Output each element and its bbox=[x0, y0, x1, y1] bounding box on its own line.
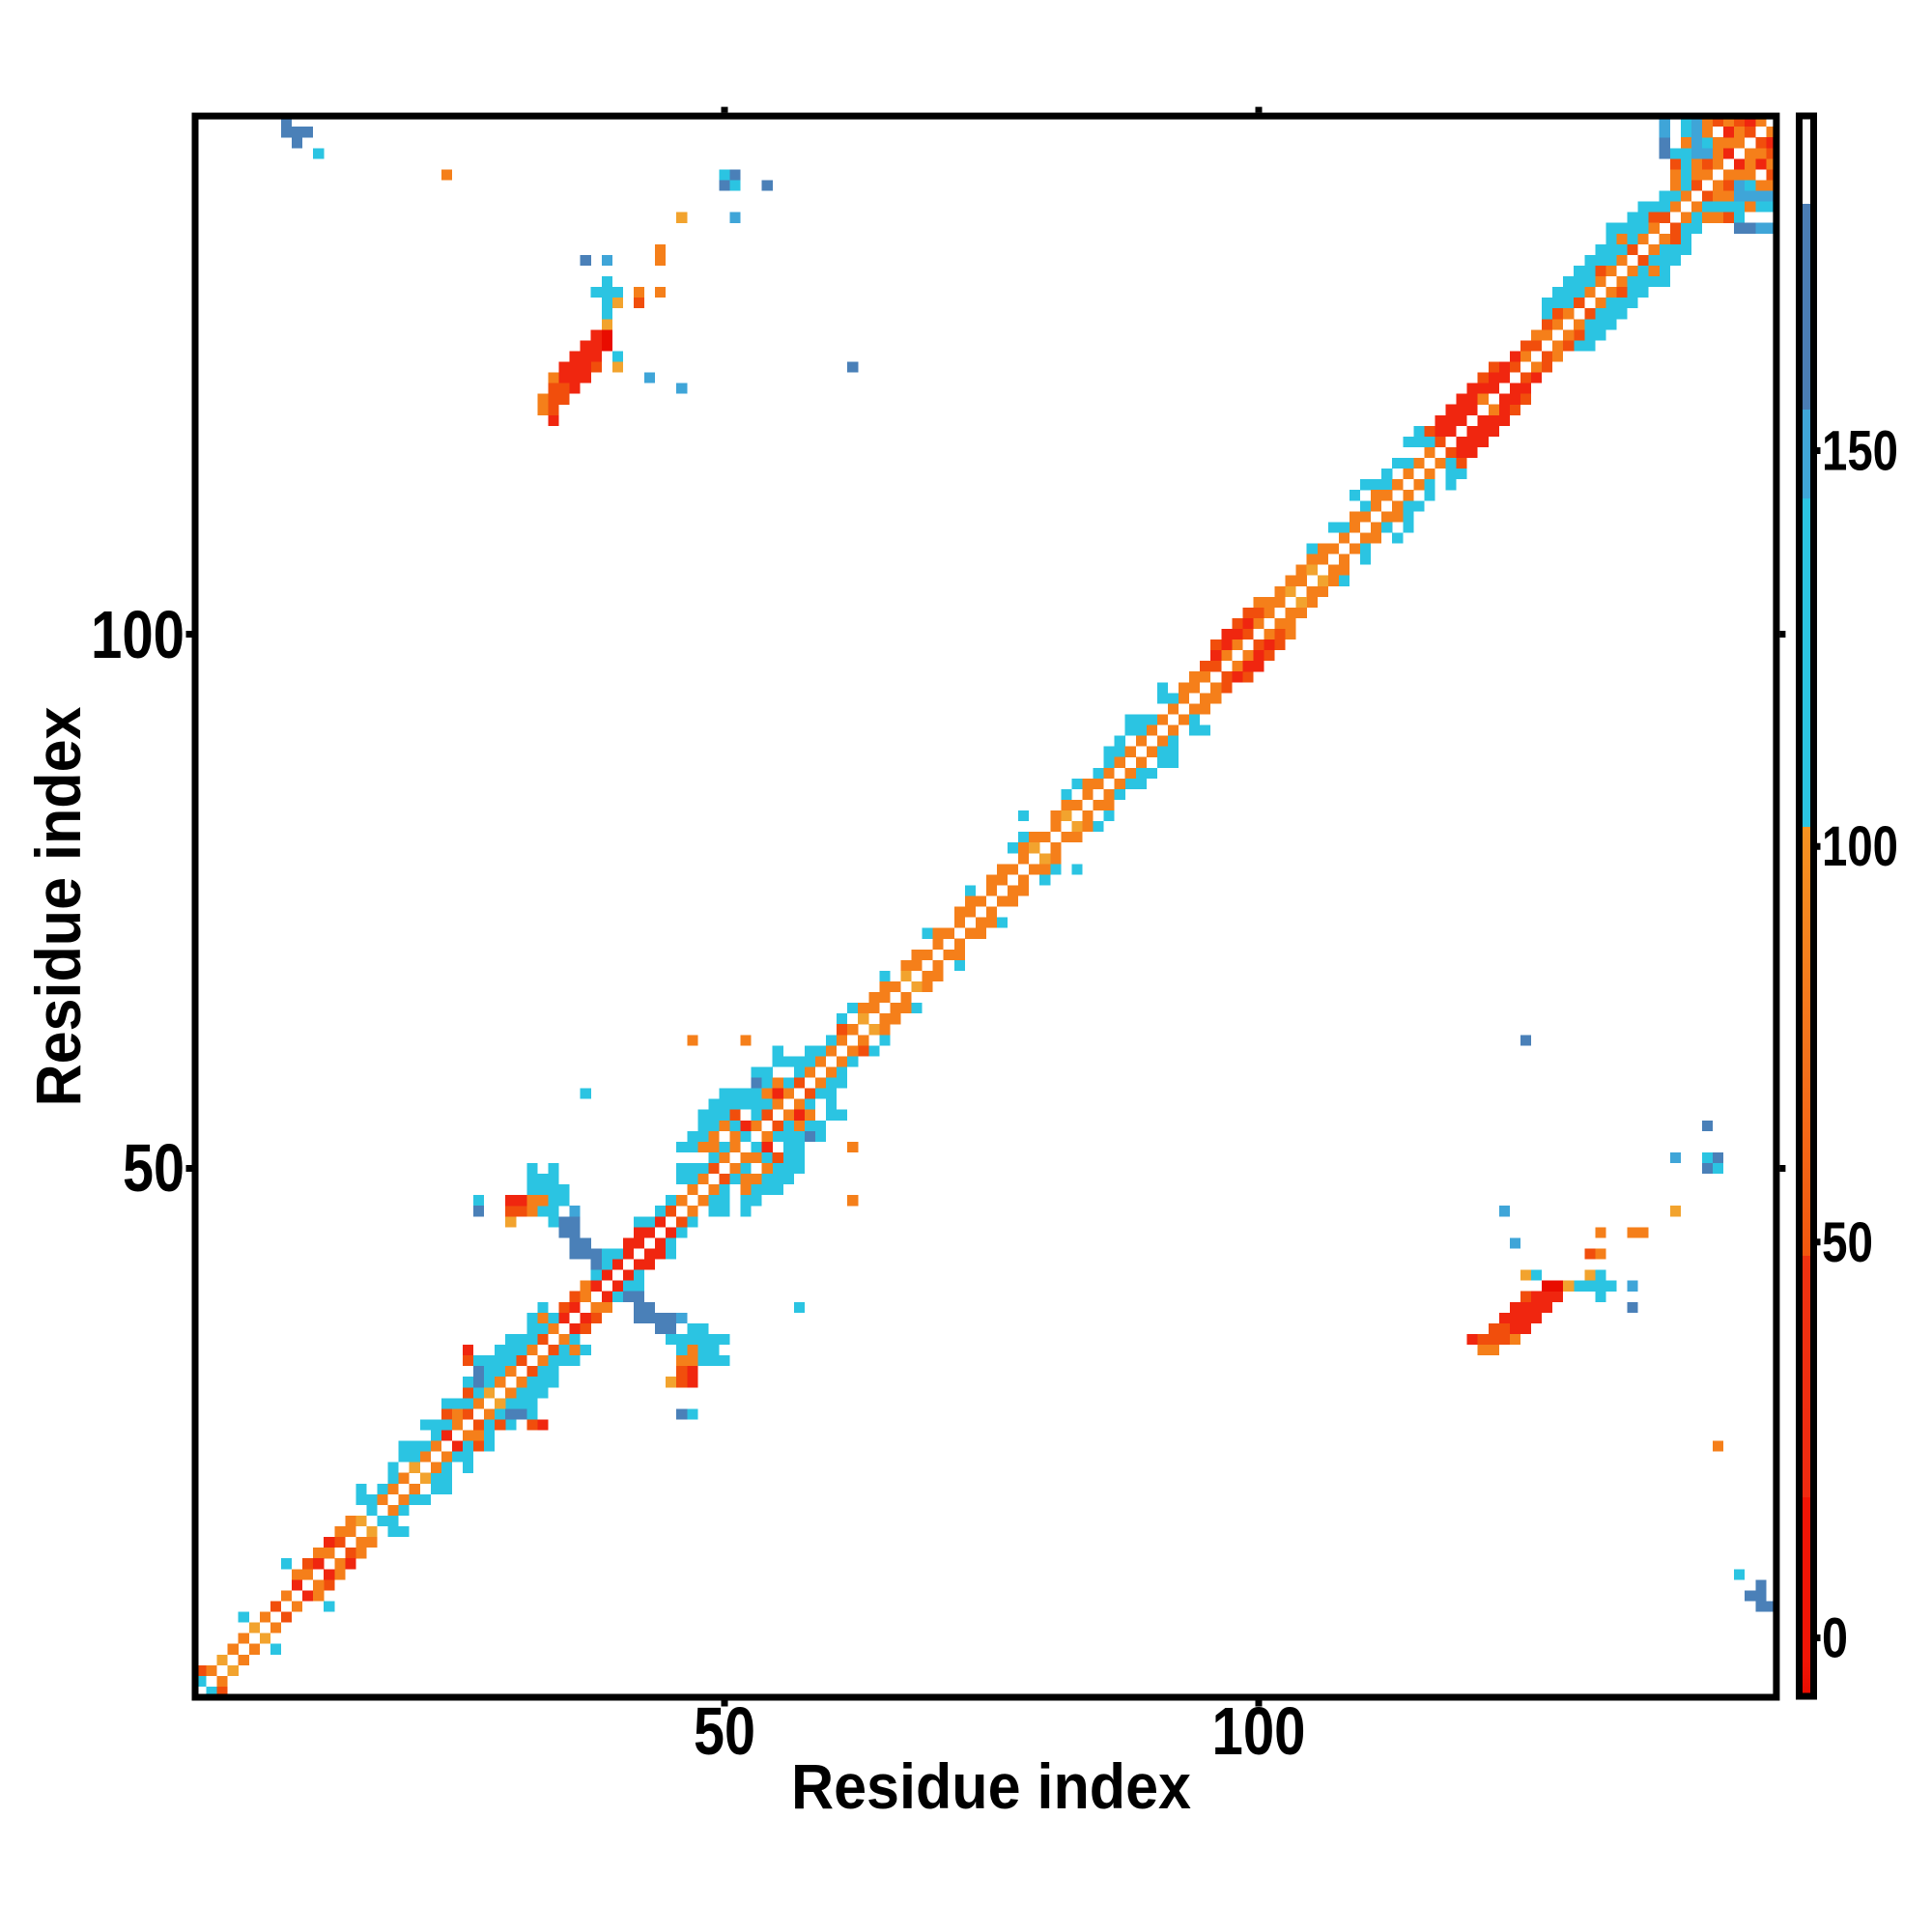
svg-text:Residue index: Residue index bbox=[791, 1750, 1191, 1822]
svg-text:0: 0 bbox=[1822, 1607, 1848, 1670]
svg-text:50: 50 bbox=[694, 1693, 755, 1769]
svg-text:50: 50 bbox=[123, 1130, 185, 1206]
svg-text:150: 150 bbox=[1822, 420, 1898, 483]
svg-text:100: 100 bbox=[1212, 1693, 1306, 1769]
svg-text:50: 50 bbox=[1822, 1211, 1873, 1274]
svg-text:100: 100 bbox=[91, 597, 185, 672]
svg-text:Residue index: Residue index bbox=[22, 706, 94, 1106]
svg-text:100: 100 bbox=[1822, 815, 1898, 878]
